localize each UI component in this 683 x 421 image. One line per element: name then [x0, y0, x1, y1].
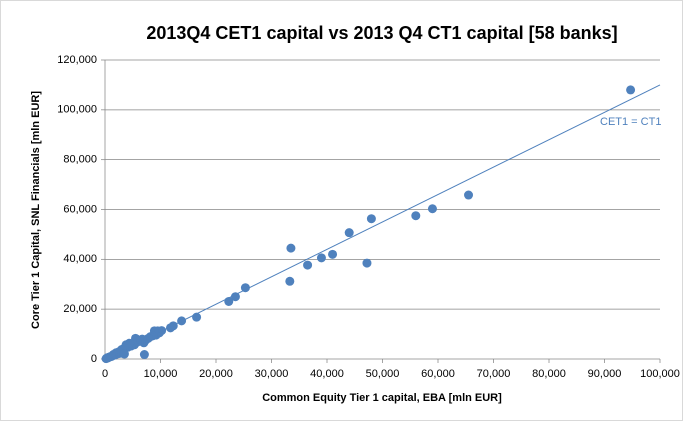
point — [230, 292, 240, 302]
x-axis-label: Common Equity Tier 1 capital, EBA [mln E… — [262, 392, 502, 404]
point — [366, 214, 376, 224]
x-tick-label: 70,000 — [477, 368, 511, 380]
point — [427, 204, 437, 214]
point — [119, 349, 129, 359]
point — [303, 260, 313, 270]
y-tick-label: 120,000 — [57, 54, 97, 66]
x-tick-label: 30,000 — [255, 368, 289, 380]
x-tick-label: 10,000 — [144, 368, 178, 380]
point — [344, 228, 354, 238]
x-tick-label: 90,000 — [588, 368, 622, 380]
x-tick-label: 20,000 — [199, 368, 233, 380]
y-tick-label: 60,000 — [63, 203, 97, 215]
x-tick-label: 100,000 — [640, 368, 680, 380]
point — [464, 190, 474, 200]
x-tick-label: 60,000 — [421, 368, 455, 380]
point — [101, 354, 111, 364]
point — [285, 276, 295, 286]
y-tick-label: 40,000 — [63, 253, 97, 265]
y-tick-label: 20,000 — [63, 303, 97, 315]
y-tick-label: 100,000 — [57, 104, 97, 116]
point — [240, 283, 250, 293]
point — [177, 316, 187, 326]
point — [224, 296, 234, 306]
point — [139, 350, 149, 360]
line-label: CET1 = CT1 — [600, 116, 661, 128]
point — [328, 249, 338, 259]
y-tick-label: 80,000 — [63, 154, 97, 166]
point — [286, 243, 296, 253]
x-tick-label: 40,000 — [310, 368, 344, 380]
x-tick-label: 80,000 — [532, 368, 566, 380]
point — [165, 323, 175, 333]
point — [411, 211, 421, 221]
x-tick-label: 0 — [102, 368, 108, 380]
point — [192, 312, 202, 322]
y-axis-label: Core Tier 1 Capital, SNL Financials [mln… — [30, 91, 42, 329]
x-tick-label: 50,000 — [366, 368, 400, 380]
y-tick-label: 0 — [91, 353, 97, 365]
point — [626, 85, 636, 95]
point — [362, 258, 372, 268]
chart-title: 2013Q4 CET1 capital vs 2013 Q4 CT1 capit… — [146, 23, 617, 43]
point — [316, 253, 326, 263]
